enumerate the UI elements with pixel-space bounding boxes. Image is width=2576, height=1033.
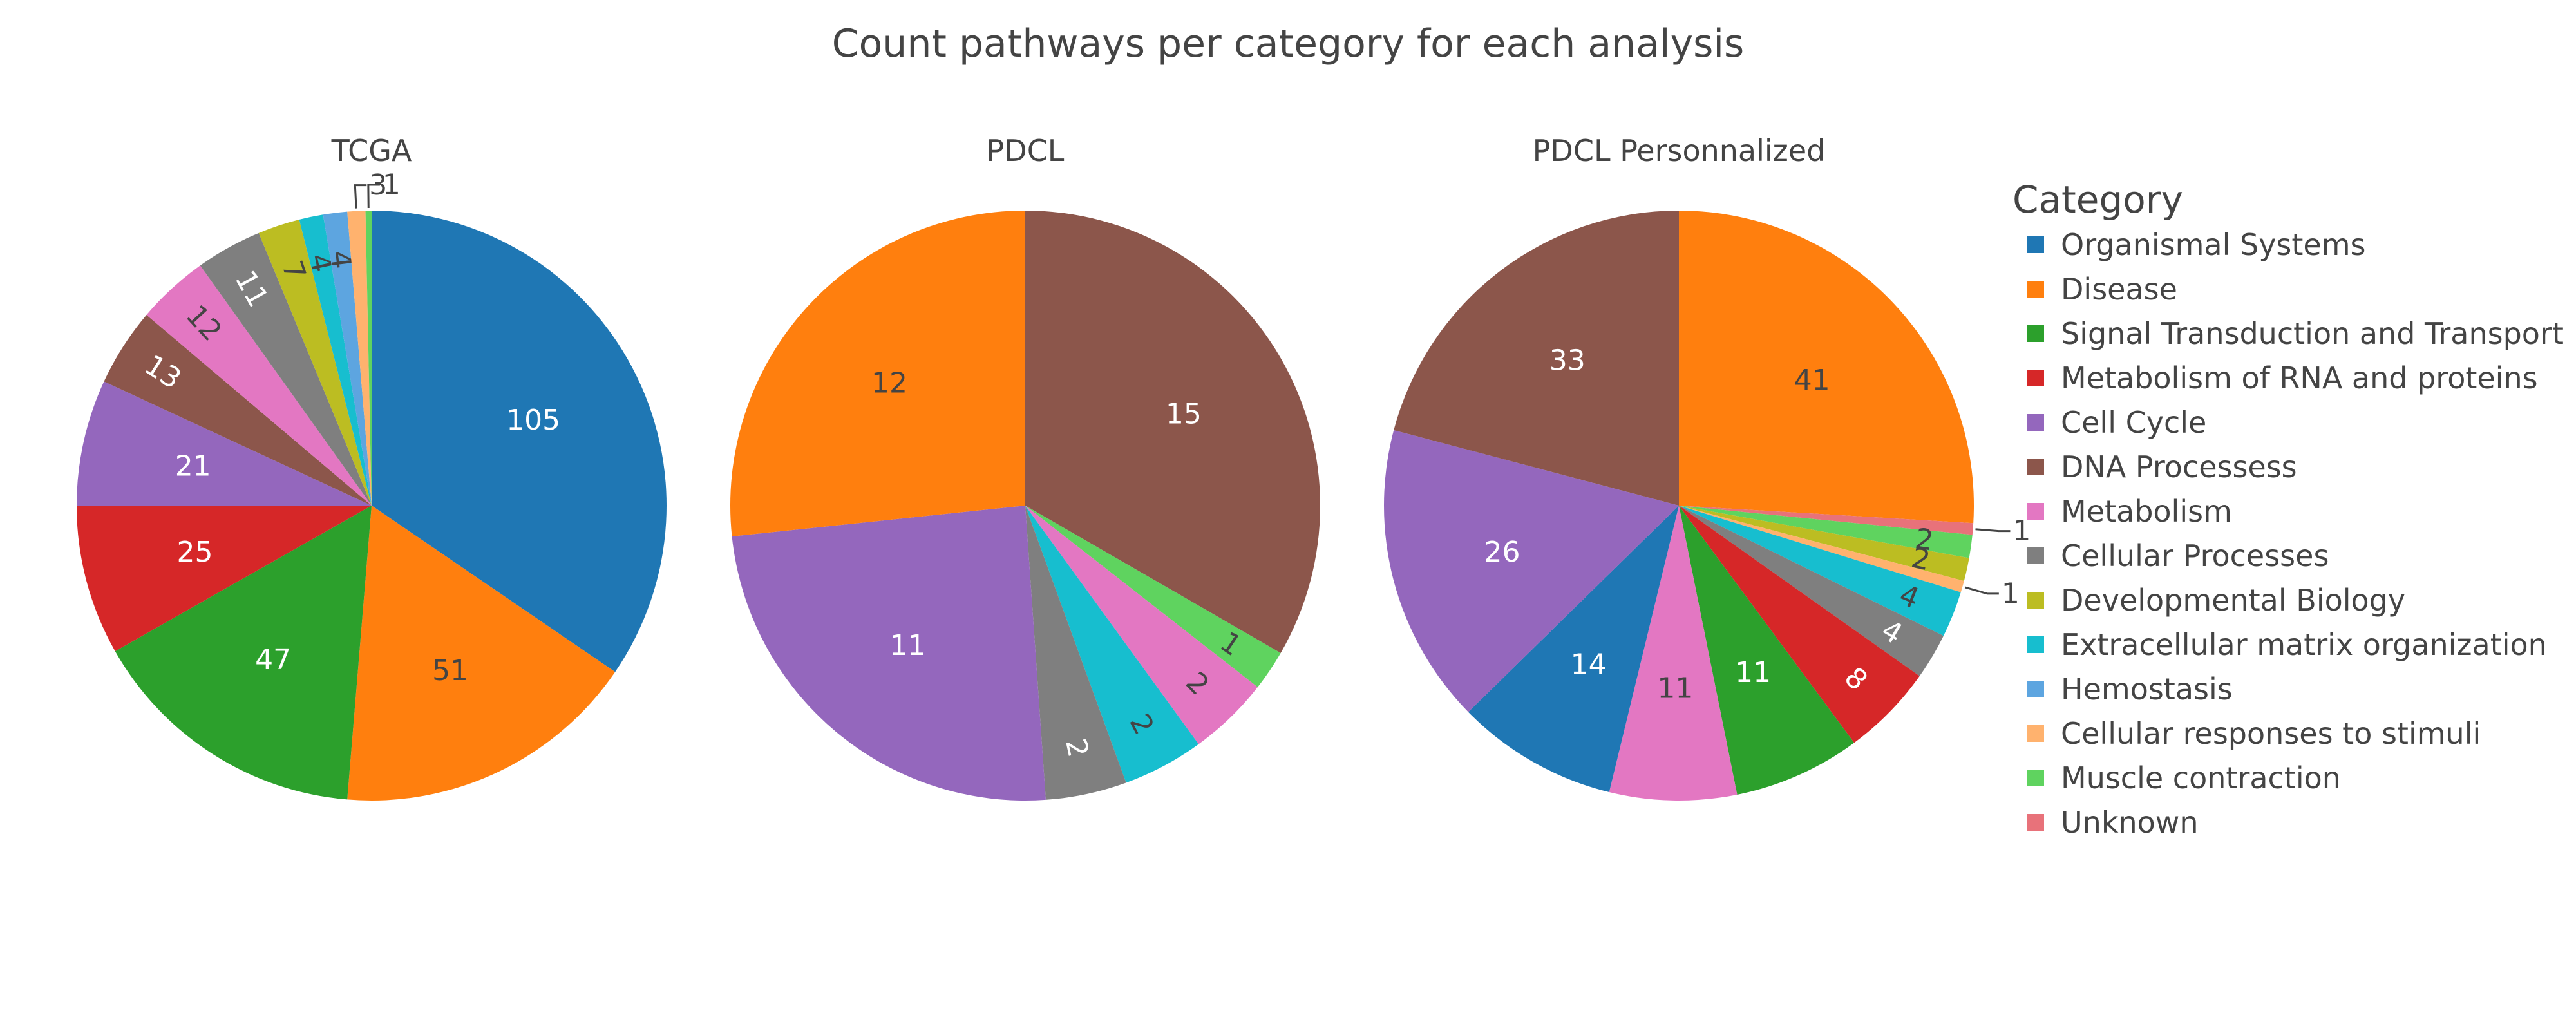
slice-tcga-hemostasis[interactable] xyxy=(323,211,372,506)
slice-pdcl-personnalized-muscle-contraction[interactable] xyxy=(1679,506,1973,558)
slice-label-pdcl-personnalized-signal-transduction-and-transport: 11 xyxy=(1735,656,1771,689)
legend-swatch-disease xyxy=(2027,281,2044,298)
slice-label-pdcl-personnalized-metabolism: 11 xyxy=(1657,672,1693,705)
pie-title-pdcl: PDCL xyxy=(987,133,1065,168)
slice-pdcl-cell-cycle[interactable] xyxy=(732,506,1046,801)
legend-swatch-organismal-systems xyxy=(2027,236,2044,253)
legend-swatch-hemostasis xyxy=(2027,681,2044,697)
slice-label-pdcl-cell-cycle: 11 xyxy=(889,629,925,662)
slice-label-pdcl-personnalized-cell-cycle: 26 xyxy=(1484,536,1520,569)
slice-label-tcga-disease: 51 xyxy=(432,654,468,687)
slice-tcga-developmental-biology[interactable] xyxy=(258,220,372,506)
legend-item-disease[interactable]: Disease xyxy=(2061,272,2177,307)
legend-item-muscle-contraction[interactable]: Muscle contraction xyxy=(2061,761,2341,795)
legend-item-unknown[interactable]: Unknown xyxy=(2061,805,2199,840)
slice-tcga-cellular-responses-to-stimuli[interactable] xyxy=(347,211,372,506)
slice-label-pdcl-dna-processess: 15 xyxy=(1166,398,1202,431)
slice-label-tcga-metabolism-of-rna-and-proteins: 25 xyxy=(176,536,213,569)
slice-pdcl-personnalized-developmental-biology[interactable] xyxy=(1679,506,1969,582)
legend-swatch-cellular-responses-to-stimuli xyxy=(2027,725,2044,742)
legend-item-cellular-processes[interactable]: Cellular Processes xyxy=(2061,538,2329,573)
slice-tcga-cellular-processes[interactable] xyxy=(200,232,372,506)
slice-pdcl-personnalized-organismal-systems[interactable] xyxy=(1468,506,1679,793)
slice-label-pdcl-personnalized-dna-processess: 33 xyxy=(1549,345,1586,377)
leader-line-tcga-cellular-responses-to-stimuli xyxy=(354,184,367,209)
slice-tcga-metabolism[interactable] xyxy=(146,265,372,506)
slice-tcga-dna-processess[interactable] xyxy=(104,314,372,506)
pie-title-tcga: TCGA xyxy=(331,133,412,168)
slice-pdcl-personnalized-unknown[interactable] xyxy=(1679,506,1974,535)
legend-item-metabolism-of-rna-and-proteins[interactable]: Metabolism of RNA and proteins xyxy=(2061,361,2538,395)
slice-label-tcga-signal-transduction-and-transport: 47 xyxy=(255,643,291,676)
legend-item-dna-processess[interactable]: DNA Processess xyxy=(2061,450,2297,484)
slice-label-pdcl-personnalized-disease: 41 xyxy=(1794,364,1830,397)
slice-label-tcga-muscle-contraction: 1 xyxy=(383,169,401,202)
slice-pdcl-personnalized-signal-transduction-and-transport[interactable] xyxy=(1679,506,1855,795)
legend-swatch-metabolism xyxy=(2027,503,2044,520)
slice-pdcl-muscle-contraction[interactable] xyxy=(1025,506,1281,687)
legend-swatch-extracellular-matrix-organization xyxy=(2027,636,2044,653)
legend-item-metabolism[interactable]: Metabolism xyxy=(2061,494,2232,529)
legend-item-extracellular-matrix-organization[interactable]: Extracellular matrix organization xyxy=(2061,627,2547,662)
legend-item-signal-transduction-and-transport[interactable]: Signal Transduction and Transport xyxy=(2061,316,2564,351)
legend-item-developmental-biology[interactable]: Developmental Biology xyxy=(2061,583,2405,618)
leader-line-tcga-muscle-contraction xyxy=(367,184,380,209)
slice-pdcl-extracellular-matrix-organization[interactable] xyxy=(1025,506,1199,783)
slice-pdcl-personnalized-cellular-processes[interactable] xyxy=(1679,506,1944,676)
legend-swatch-metabolism-of-rna-and-proteins xyxy=(2027,370,2044,386)
slice-pdcl-dna-processess[interactable] xyxy=(1025,211,1320,653)
legend-swatch-cellular-processes xyxy=(2027,547,2044,564)
slice-pdcl-cellular-processes[interactable] xyxy=(1025,506,1126,800)
legend-item-organismal-systems[interactable]: Organismal Systems xyxy=(2061,227,2366,262)
legend-swatch-signal-transduction-and-transport xyxy=(2027,325,2044,342)
slice-pdcl-metabolism[interactable] xyxy=(1025,506,1258,744)
legend-swatch-unknown xyxy=(2027,814,2044,831)
slice-pdcl-personnalized-metabolism-of-rna-and-proteins[interactable] xyxy=(1679,506,1920,743)
slice-label-tcga-organismal-systems: 105 xyxy=(506,404,560,437)
slice-pdcl-disease[interactable] xyxy=(730,211,1025,536)
slice-tcga-muscle-contraction[interactable] xyxy=(365,211,372,506)
slice-label-pdcl-disease: 12 xyxy=(871,366,907,399)
slice-pdcl-personnalized-disease[interactable] xyxy=(1679,211,1974,524)
legend-item-cell-cycle[interactable]: Cell Cycle xyxy=(2061,405,2206,440)
slice-tcga-disease[interactable] xyxy=(347,506,616,801)
slice-tcga-metabolism-of-rna-and-proteins[interactable] xyxy=(77,506,372,652)
legend-swatch-muscle-contraction xyxy=(2027,770,2044,786)
slice-pdcl-personnalized-cellular-responses-to-stimuli[interactable] xyxy=(1679,506,1964,592)
pie-title-pdcl-personnalized: PDCL Personnalized xyxy=(1533,133,1826,168)
slice-pdcl-personnalized-extracellular-matrix-organization[interactable] xyxy=(1679,506,1961,636)
slice-tcga-extracellular-matrix-organization[interactable] xyxy=(299,214,372,506)
legend-swatch-developmental-biology xyxy=(2027,592,2044,609)
legend-item-hemostasis[interactable]: Hemostasis xyxy=(2061,672,2233,706)
slice-tcga-cell-cycle[interactable] xyxy=(77,381,372,506)
legend-swatch-cell-cycle xyxy=(2027,414,2044,431)
slice-label-pdcl-personnalized-organismal-systems: 14 xyxy=(1571,648,1607,681)
leader-line-pdcl-personnalized-cellular-responses-to-stimuli xyxy=(1964,586,1999,595)
slice-label-tcga-cell-cycle: 21 xyxy=(175,450,211,482)
slice-pdcl-personnalized-metabolism[interactable] xyxy=(1609,506,1738,801)
legend-item-cellular-responses-to-stimuli[interactable]: Cellular responses to stimuli xyxy=(2061,716,2481,751)
legend-title: Category xyxy=(2012,178,2183,222)
leader-line-pdcl-personnalized-unknown xyxy=(1975,528,2011,533)
chart-title: Count pathways per category for each ana… xyxy=(832,21,1745,66)
legend[interactable]: Category Organismal Systems Disease Signal… xyxy=(2012,178,2564,840)
slice-tcga-signal-transduction-and-transport[interactable] xyxy=(115,506,372,800)
slice-pdcl-personnalized-cell-cycle[interactable] xyxy=(1384,430,1679,712)
slice-label-pdcl-personnalized-unknown: 1 xyxy=(2012,515,2031,547)
legend-swatch-dna-processess xyxy=(2027,459,2044,475)
slice-label-pdcl-personnalized-cellular-responses-to-stimuli: 1 xyxy=(2002,577,2020,610)
slice-tcga-organismal-systems[interactable] xyxy=(372,211,667,672)
slice-pdcl-personnalized-dna-processess[interactable] xyxy=(1394,211,1679,506)
